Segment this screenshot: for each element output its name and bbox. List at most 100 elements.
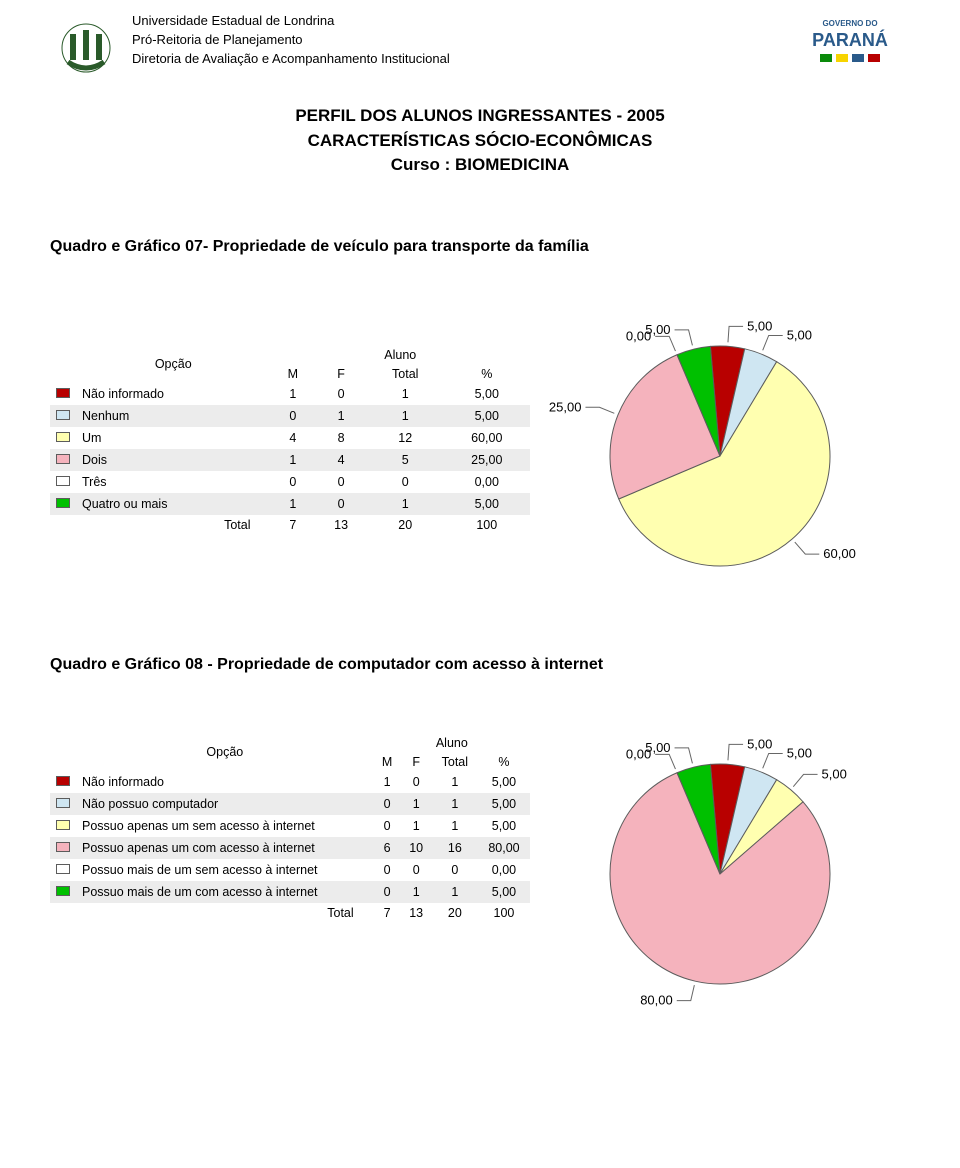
cell-f: 1 bbox=[401, 815, 432, 837]
table-row: Nenhum0115,00 bbox=[50, 405, 530, 427]
page: Universidade Estadual de Londrina Pró-Re… bbox=[0, 0, 960, 1064]
header-line1: Universidade Estadual de Londrina bbox=[132, 12, 450, 31]
cell-f: 1 bbox=[315, 405, 367, 427]
cell-pct: 5,00 bbox=[444, 383, 530, 405]
pie-leader bbox=[763, 753, 783, 768]
pie-label: 80,00 bbox=[640, 993, 673, 1008]
table-row: Não informado1015,00 bbox=[50, 383, 530, 405]
total-m: 7 bbox=[271, 515, 316, 534]
pie-label: 5,00 bbox=[822, 766, 847, 781]
section2-table-wrap: OpçãoAlunoMFTotal%Não informado1015,00Nã… bbox=[50, 734, 530, 922]
cell-m: 0 bbox=[374, 859, 401, 881]
cell-m: 1 bbox=[271, 449, 316, 471]
pie-label: 5,00 bbox=[645, 740, 670, 755]
cell-m: 0 bbox=[271, 471, 316, 493]
pie-leader bbox=[728, 326, 743, 342]
total-label: Total bbox=[76, 903, 374, 922]
legend-swatch bbox=[56, 864, 70, 874]
pie-leader bbox=[793, 774, 817, 786]
section1-table: OpçãoAlunoMFTotal%Não informado1015,00Ne… bbox=[50, 346, 530, 534]
cell-total: 1 bbox=[432, 771, 478, 793]
pie-label: 5,00 bbox=[645, 322, 670, 337]
cell-total: 0 bbox=[432, 859, 478, 881]
row-label: Possuo apenas um com acesso à internet bbox=[76, 837, 374, 859]
cell-f: 4 bbox=[315, 449, 367, 471]
section1-table-wrap: OpçãoAlunoMFTotal%Não informado1015,00Ne… bbox=[50, 346, 530, 534]
cell-m: 6 bbox=[374, 837, 401, 859]
cell-pct: 5,00 bbox=[478, 815, 530, 837]
table-row: Não possuo computador0115,00 bbox=[50, 793, 530, 815]
col-aluno: Aluno bbox=[374, 734, 530, 753]
cell-pct: 5,00 bbox=[444, 405, 530, 427]
pie-leader bbox=[677, 985, 695, 1001]
cell-pct: 0,00 bbox=[478, 859, 530, 881]
col-f: F bbox=[315, 364, 367, 383]
cell-pct: 80,00 bbox=[478, 837, 530, 859]
cell-f: 10 bbox=[401, 837, 432, 859]
section1-content: OpçãoAlunoMFTotal%Não informado1015,00Ne… bbox=[50, 286, 910, 596]
cell-f: 0 bbox=[315, 493, 367, 515]
document-header: Universidade Estadual de Londrina Pró-Re… bbox=[50, 12, 910, 84]
legend-swatch bbox=[56, 454, 70, 464]
section2-table: OpçãoAlunoMFTotal%Não informado1015,00Nã… bbox=[50, 734, 530, 922]
total-total: 20 bbox=[367, 515, 444, 534]
report-title-line2: CARACTERÍSTICAS SÓCIO-ECONÔMICAS bbox=[50, 129, 910, 154]
cell-f: 8 bbox=[315, 427, 367, 449]
table-row: Possuo apenas um sem acesso à internet01… bbox=[50, 815, 530, 837]
cell-m: 0 bbox=[271, 405, 316, 427]
row-label: Dois bbox=[76, 449, 271, 471]
section2-pie-chart: 5,005,005,0080,000,005,00 bbox=[540, 704, 900, 1034]
table-row: Três0000,00 bbox=[50, 471, 530, 493]
row-label: Um bbox=[76, 427, 271, 449]
legend-swatch bbox=[56, 820, 70, 830]
pie-leader bbox=[655, 336, 675, 351]
pie-leader bbox=[585, 407, 614, 413]
cell-total: 1 bbox=[432, 793, 478, 815]
row-label: Possuo apenas um sem acesso à internet bbox=[76, 815, 374, 837]
cell-total: 1 bbox=[367, 405, 444, 427]
cell-f: 1 bbox=[401, 881, 432, 903]
section1-chart-col: 5,005,0060,0025,000,005,00 bbox=[530, 286, 910, 596]
total-f: 13 bbox=[401, 903, 432, 922]
header-institution-text: Universidade Estadual de Londrina Pró-Re… bbox=[132, 12, 450, 69]
governo-parana-logo: GOVERNO DO PARANÁ bbox=[790, 12, 910, 72]
table-row: Não informado1015,00 bbox=[50, 771, 530, 793]
pie-leader bbox=[655, 754, 675, 769]
section1-title: Quadro e Gráfico 07- Propriedade de veíc… bbox=[50, 238, 910, 256]
cell-total: 1 bbox=[367, 383, 444, 405]
col-total: Total bbox=[367, 364, 444, 383]
cell-total: 12 bbox=[367, 427, 444, 449]
pie-label: 5,00 bbox=[787, 327, 812, 342]
col-m: M bbox=[374, 752, 401, 771]
row-label: Nenhum bbox=[76, 405, 271, 427]
total-m: 7 bbox=[374, 903, 401, 922]
report-title-block: PERFIL DOS ALUNOS INGRESSANTES - 2005 CA… bbox=[50, 104, 910, 178]
cell-pct: 5,00 bbox=[478, 771, 530, 793]
legend-swatch bbox=[56, 886, 70, 896]
row-label: Não informado bbox=[76, 383, 271, 405]
cell-total: 0 bbox=[367, 471, 444, 493]
cell-total: 1 bbox=[432, 815, 478, 837]
cell-m: 4 bbox=[271, 427, 316, 449]
cell-pct: 60,00 bbox=[444, 427, 530, 449]
table-total-row: Total71320100 bbox=[50, 903, 530, 922]
section1-pie-chart: 5,005,0060,0025,000,005,00 bbox=[540, 286, 900, 596]
col-aluno: Aluno bbox=[271, 346, 530, 365]
header-line3: Diretoria de Avaliação e Acompanhamento … bbox=[132, 50, 450, 69]
col-m: M bbox=[271, 364, 316, 383]
pie-label: 5,00 bbox=[787, 745, 812, 760]
svg-text:PARANÁ: PARANÁ bbox=[812, 29, 888, 50]
pie-leader bbox=[763, 335, 783, 350]
table-row: Quatro ou mais1015,00 bbox=[50, 493, 530, 515]
pie-leader bbox=[675, 748, 693, 764]
cell-f: 0 bbox=[401, 771, 432, 793]
report-title-line3: Curso : BIOMEDICINA bbox=[50, 153, 910, 178]
cell-m: 0 bbox=[374, 815, 401, 837]
cell-m: 1 bbox=[374, 771, 401, 793]
cell-pct: 5,00 bbox=[444, 493, 530, 515]
total-pct: 100 bbox=[478, 903, 530, 922]
cell-pct: 0,00 bbox=[444, 471, 530, 493]
row-label: Não informado bbox=[76, 771, 374, 793]
table-row: Um481260,00 bbox=[50, 427, 530, 449]
pie-label: 25,00 bbox=[549, 399, 582, 414]
